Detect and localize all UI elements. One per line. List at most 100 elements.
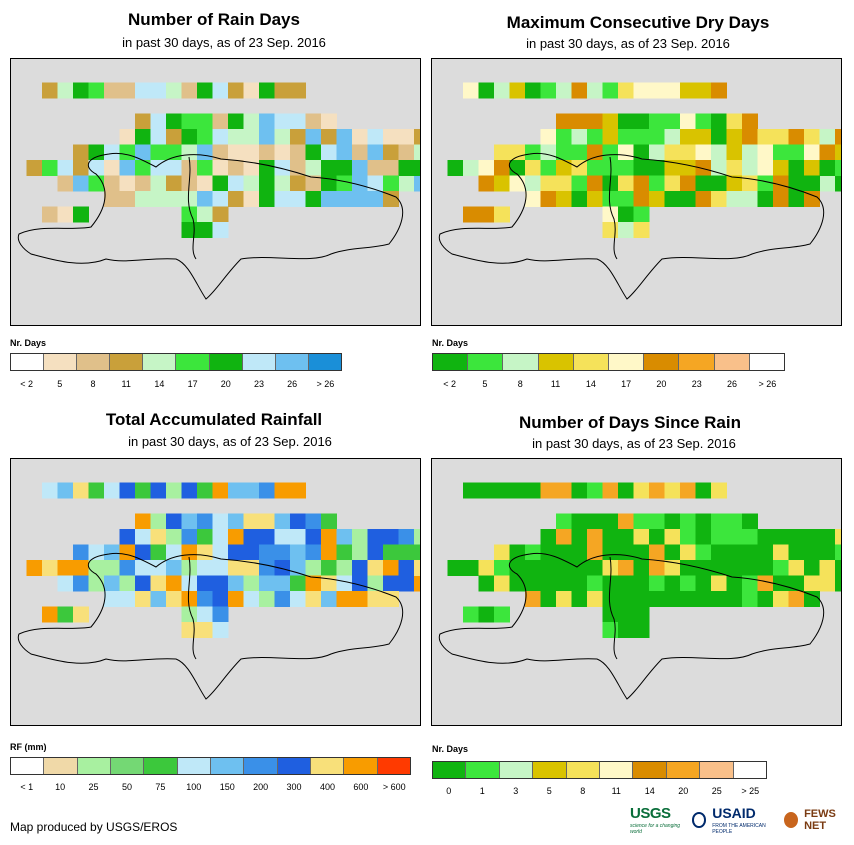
grid-cell xyxy=(228,160,244,176)
grid-cell xyxy=(804,129,820,145)
grid-cell xyxy=(649,191,665,207)
grid-cell xyxy=(104,144,120,161)
legend-labels: 0 1 3 5 8 11 14 20 25 > 25 xyxy=(432,786,767,798)
grid-cell xyxy=(633,82,650,99)
map-days-since-rain[interactable] xyxy=(431,458,842,726)
grid-cell xyxy=(150,191,167,207)
legend-label: 25 xyxy=(711,786,722,796)
grid-cell xyxy=(447,560,464,576)
grid-cell xyxy=(478,175,495,192)
grid-cell xyxy=(587,113,603,130)
map-rainfall[interactable] xyxy=(10,458,421,726)
map-rain-days[interactable] xyxy=(10,58,421,326)
grid-cell xyxy=(556,129,572,145)
grid-cell xyxy=(633,206,650,223)
grid-cell xyxy=(587,482,603,499)
grid-cell xyxy=(150,160,167,176)
grid-cell xyxy=(602,622,619,638)
grid-cell xyxy=(181,482,198,499)
legend-swatch xyxy=(733,762,767,778)
panel-title: Number of Days Since Rain xyxy=(518,413,741,432)
grid-cell xyxy=(556,513,572,530)
grid-cell xyxy=(602,513,619,530)
grid-cell xyxy=(42,482,58,499)
grid-cell xyxy=(367,575,384,592)
grid-cell xyxy=(788,575,805,592)
grid-cell xyxy=(726,591,743,607)
legend-swatch xyxy=(344,758,378,774)
grid-cell xyxy=(352,575,368,592)
grid-cell xyxy=(602,222,619,238)
grid-cell xyxy=(494,144,510,161)
grid-cell xyxy=(321,560,337,576)
legend-swatch xyxy=(143,354,177,370)
grid-cell xyxy=(633,560,650,576)
grid-cell xyxy=(835,560,841,576)
grid-cell xyxy=(212,175,229,192)
legend-swatch xyxy=(433,762,467,778)
grid-cell xyxy=(243,560,260,576)
grid-cell xyxy=(414,129,420,145)
grid-cell xyxy=(695,160,712,176)
grid-cell xyxy=(587,160,603,176)
grid-cell xyxy=(540,191,557,207)
grid-cell xyxy=(197,206,213,223)
grid-cell xyxy=(478,575,495,592)
grid-cell xyxy=(181,113,198,130)
grid-cell xyxy=(757,591,774,607)
legend-label: 8 xyxy=(90,379,96,389)
grid-cell xyxy=(540,144,557,161)
grid-cell xyxy=(726,144,743,161)
legend-bar xyxy=(10,757,411,775)
grid-cell xyxy=(259,175,275,192)
grid-cell xyxy=(602,144,619,161)
grid-cell xyxy=(618,575,634,592)
grid-cell xyxy=(42,560,58,576)
grid-cell xyxy=(212,560,229,576)
grid-cell xyxy=(228,175,244,192)
grid-cell xyxy=(540,591,557,607)
grid-cell xyxy=(525,575,541,592)
grid-cell xyxy=(540,129,557,145)
grid-cell xyxy=(587,175,603,192)
grid-cell xyxy=(540,560,557,576)
grid-cell xyxy=(556,560,572,576)
grid-cell xyxy=(773,529,789,545)
grid-cell xyxy=(305,591,322,607)
legend-label: 14 xyxy=(154,379,165,389)
grid-cell xyxy=(618,160,634,176)
grid-cell xyxy=(742,591,758,607)
grid-cell xyxy=(166,529,182,545)
legend-swatch xyxy=(468,354,504,370)
grid-cell xyxy=(664,482,681,499)
grid-cell xyxy=(726,129,743,145)
grid-cell xyxy=(259,482,275,499)
grid-cell xyxy=(649,129,665,145)
grid-cell xyxy=(274,544,291,561)
grid-cell xyxy=(414,529,420,545)
grid-cell xyxy=(259,160,275,176)
grid-cell xyxy=(602,529,619,545)
grid-cell xyxy=(212,113,229,130)
map-canvas xyxy=(438,82,841,300)
legend-label: > 600 xyxy=(382,782,406,792)
grid-cell xyxy=(602,482,619,499)
grid-cell xyxy=(556,482,572,499)
legend-label: 5 xyxy=(57,379,63,389)
grid-cell xyxy=(711,482,727,499)
grid-cell xyxy=(633,482,650,499)
map-dry-days[interactable] xyxy=(431,58,842,326)
grid-cell xyxy=(259,560,275,576)
legend-label: > 26 xyxy=(758,379,777,389)
grid-cell xyxy=(73,575,89,592)
grid-cell xyxy=(197,82,213,99)
legend-swatch xyxy=(609,354,645,370)
grid-cell xyxy=(695,175,712,192)
grid-cell xyxy=(649,175,665,192)
grid-cell xyxy=(228,560,244,576)
grid-cell xyxy=(367,560,384,576)
grid-cell xyxy=(587,513,603,530)
grid-cell xyxy=(352,591,368,607)
grid-cell xyxy=(602,606,619,623)
grid-cell xyxy=(212,575,229,592)
